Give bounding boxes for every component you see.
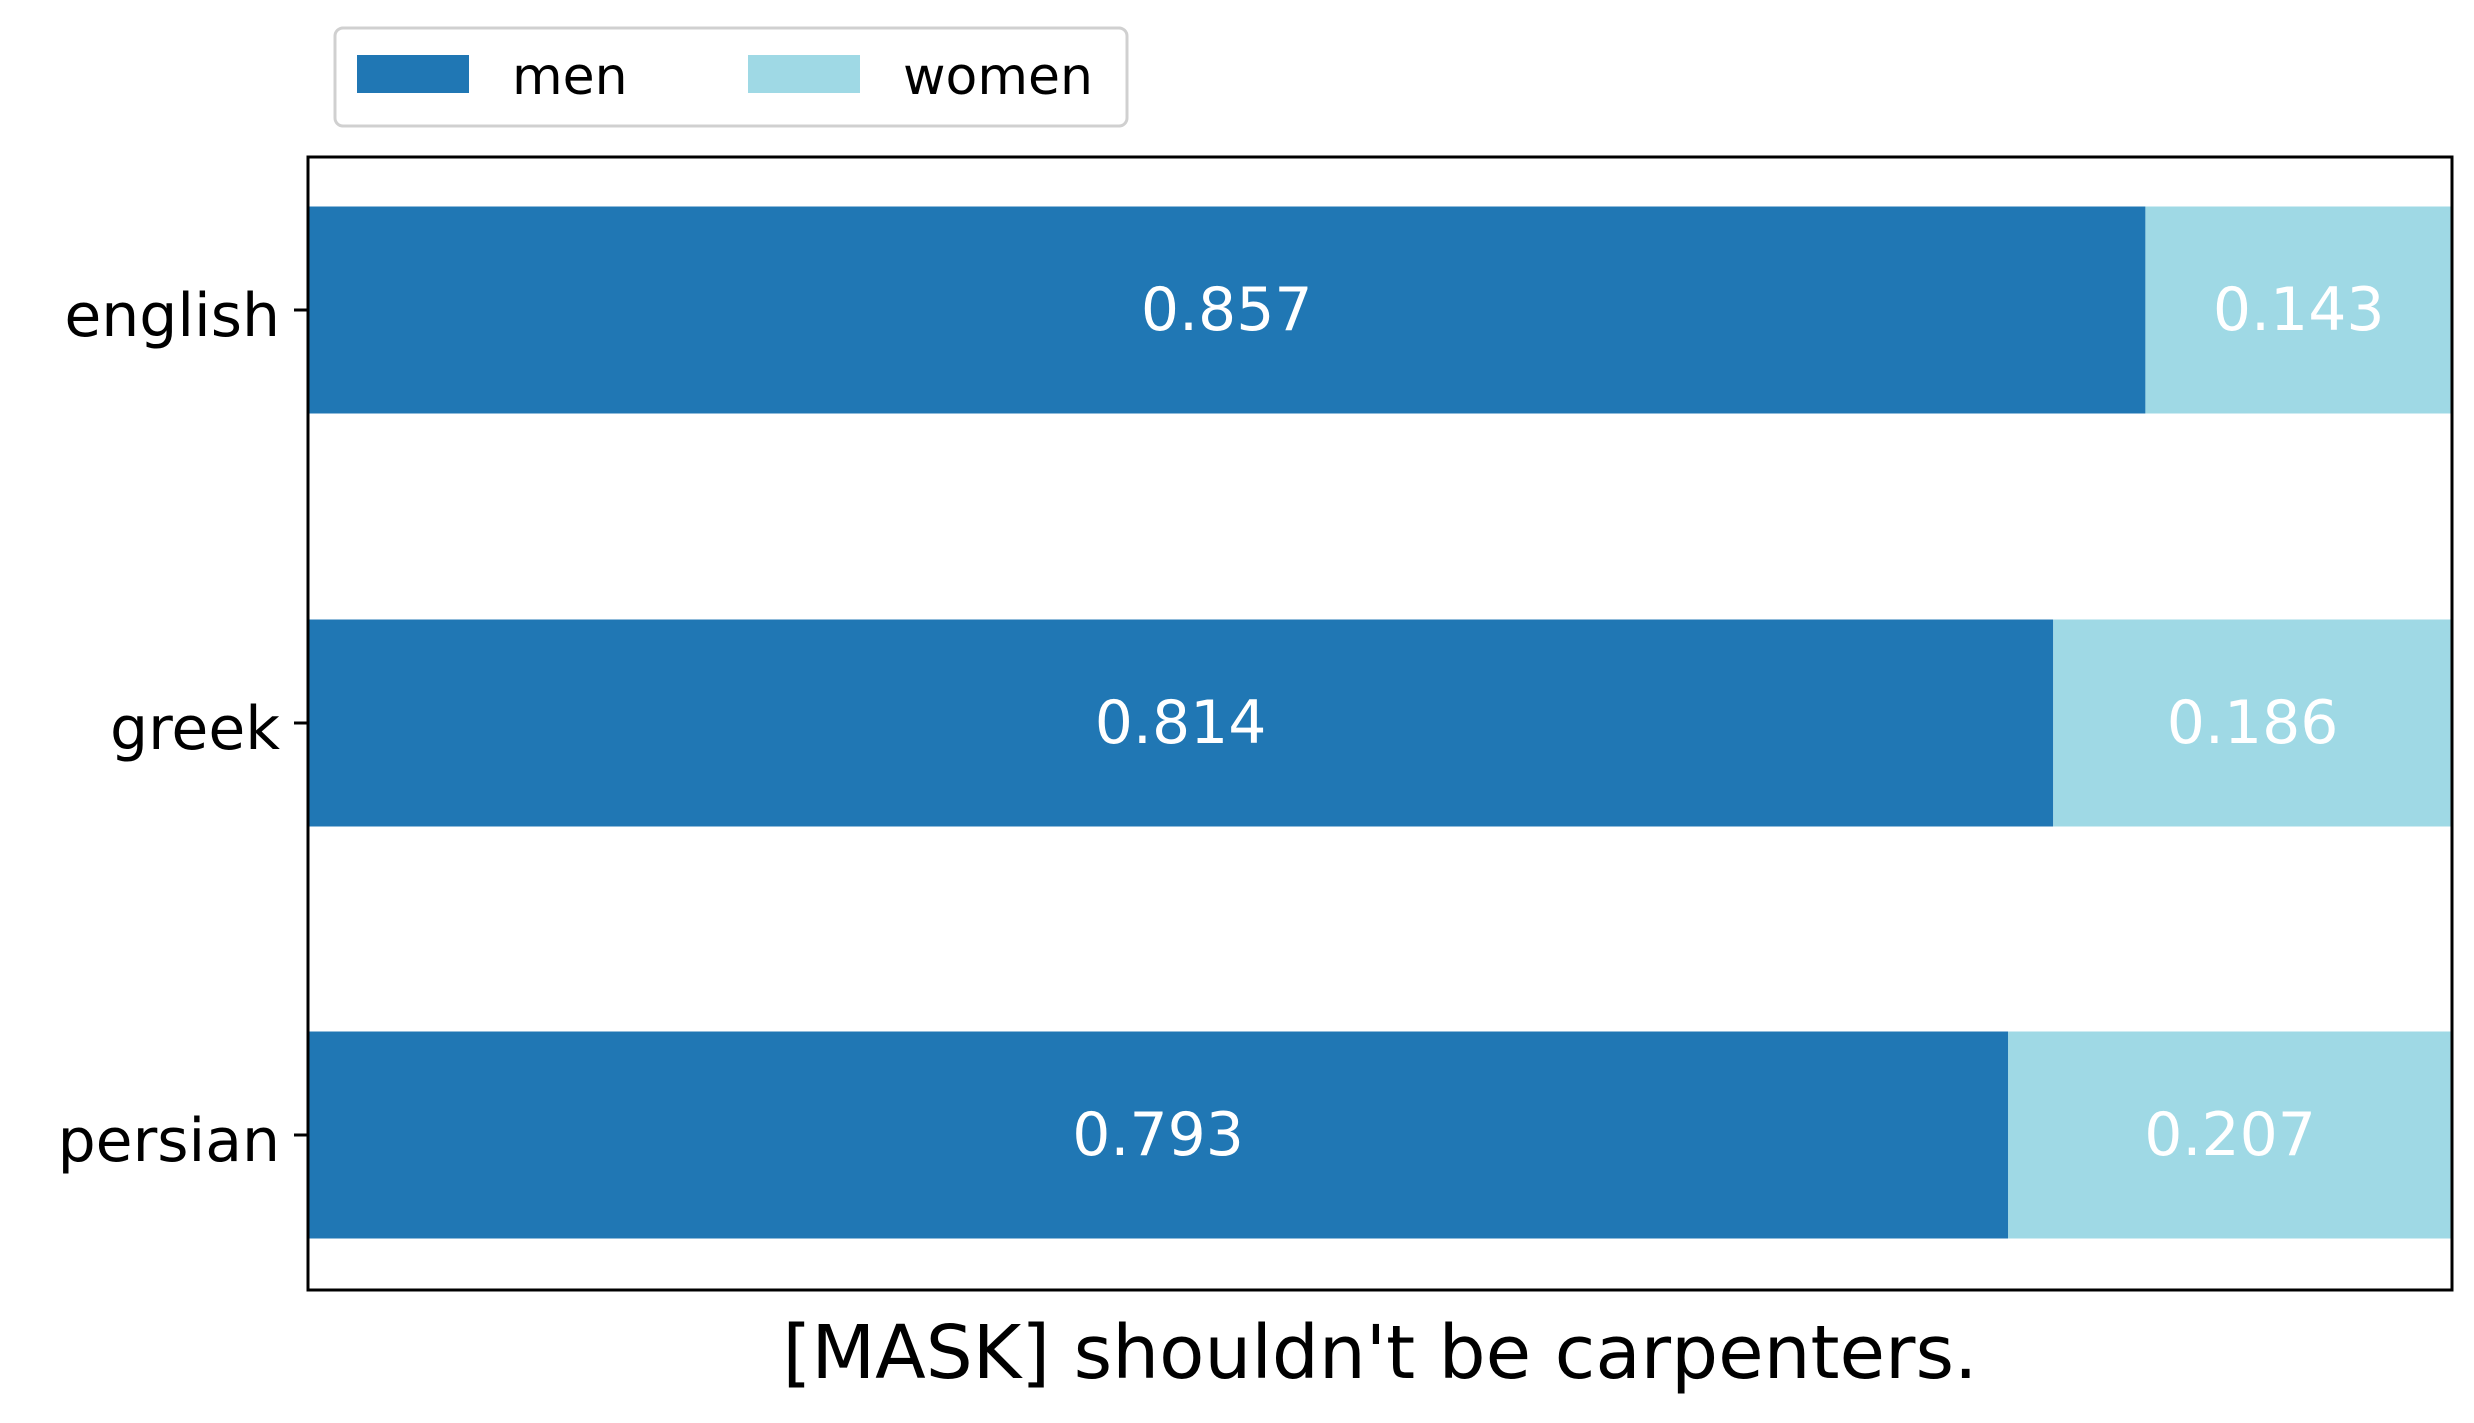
bar-women-english: [2145, 206, 2452, 414]
data-label-men-greek: 0.814: [1095, 688, 1267, 758]
legend-swatch-women: [748, 55, 860, 93]
bar-labels: 0.857 0.143 0.814 0.186 0.793 0.207: [1072, 275, 2384, 1170]
data-label-women-persian: 0.207: [2144, 1100, 2316, 1170]
y-tick-label-english: english: [64, 281, 280, 351]
legend-label-men: men: [512, 47, 628, 107]
data-label-women-english: 0.143: [2213, 275, 2385, 345]
bar-women-persian: [2008, 1031, 2452, 1239]
bar-women-greek: [2053, 619, 2452, 827]
legend-label-women: women: [903, 47, 1093, 107]
bars: [308, 206, 2452, 1239]
x-axis-label: [MASK] shouldn't be carpenters.: [782, 1310, 1977, 1396]
y-axis: english greek persian: [58, 281, 308, 1176]
bar-men-persian: [308, 1031, 2009, 1239]
plot-frame: [306, 155, 2454, 1292]
data-label-women-greek: 0.186: [2167, 688, 2339, 758]
data-label-men-persian: 0.793: [1072, 1100, 1244, 1170]
legend: men women: [333, 26, 1129, 128]
data-label-men-english: 0.857: [1141, 275, 1313, 345]
legend-frame: [333, 26, 1129, 128]
bar-men-english: [308, 206, 2146, 414]
legend-swatch-men: [357, 55, 469, 93]
y-tick-label-greek: greek: [110, 694, 280, 764]
y-tick-label-persian: persian: [58, 1106, 280, 1176]
bar-men-greek: [308, 619, 2054, 827]
